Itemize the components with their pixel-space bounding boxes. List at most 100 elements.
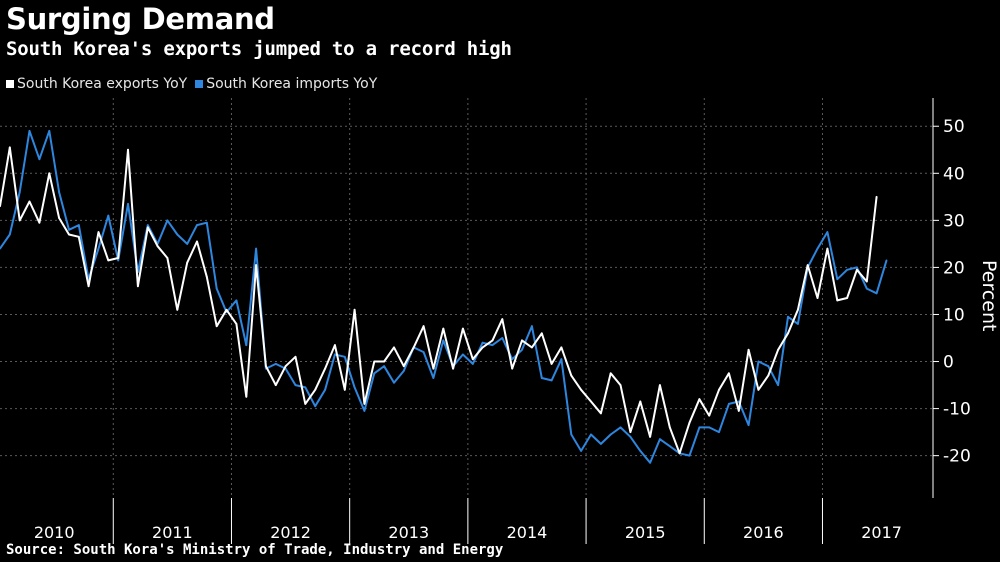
data-point-south-korea-exports-yoy (215, 325, 218, 328)
data-point-south-korea-imports-yoy (590, 433, 592, 436)
data-point-south-korea-exports-yoy (777, 348, 779, 351)
data-point-south-korea-exports-yoy (412, 346, 415, 349)
data-point-south-korea-exports-yoy (235, 323, 238, 325)
data-point-south-korea-imports-yoy (688, 454, 691, 457)
data-point-south-korea-imports-yoy (48, 130, 51, 132)
data-point-south-korea-exports-yoy (245, 395, 248, 398)
x-tick-label: 2017 (861, 523, 902, 542)
chart-title: Surging Demand (6, 2, 275, 36)
data-point-south-korea-imports-yoy (235, 299, 238, 302)
data-point-south-korea-imports-yoy (245, 344, 248, 346)
data-point-south-korea-exports-yoy (668, 426, 671, 429)
data-point-south-korea-exports-yoy (511, 367, 514, 370)
y-tick-label: 20 (943, 258, 965, 278)
data-point-south-korea-imports-yoy (255, 247, 257, 250)
data-point-south-korea-exports-yoy (255, 264, 257, 266)
data-point-south-korea-exports-yoy (550, 363, 553, 365)
data-point-south-korea-imports-yoy (757, 360, 760, 363)
data-point-south-korea-imports-yoy (787, 315, 789, 318)
data-point-south-korea-exports-yoy (688, 421, 691, 424)
data-point-south-korea-imports-yoy (865, 287, 868, 290)
data-point-south-korea-imports-yoy (619, 426, 622, 429)
data-point-south-korea-exports-yoy (294, 355, 297, 358)
data-point-south-korea-exports-yoy (314, 388, 317, 391)
data-point-south-korea-exports-yoy (708, 414, 711, 417)
data-point-south-korea-imports-yoy (747, 424, 750, 426)
data-point-south-korea-imports-yoy (580, 450, 582, 452)
data-point-south-korea-exports-yoy (334, 344, 336, 346)
data-point-south-korea-imports-yoy (639, 450, 642, 452)
data-point-south-korea-imports-yoy (146, 224, 149, 227)
data-point-south-korea-imports-yoy (629, 435, 632, 438)
data-point-south-korea-imports-yoy (343, 355, 346, 358)
data-point-south-korea-imports-yoy (274, 363, 277, 365)
data-point-south-korea-imports-yoy (324, 388, 326, 391)
data-point-south-korea-exports-yoy (501, 318, 504, 321)
data-point-south-korea-imports-yoy (521, 348, 523, 351)
data-point-south-korea-imports-yoy (511, 358, 514, 361)
data-point-south-korea-exports-yoy (186, 261, 189, 264)
data-point-south-korea-exports-yoy (836, 299, 839, 302)
data-point-south-korea-exports-yoy (491, 339, 494, 342)
data-point-south-korea-imports-yoy (481, 341, 484, 344)
y-tick-label: 40 (943, 164, 965, 184)
chart-subtitle: South Korea's exports jumped to a record… (6, 38, 512, 60)
data-point-south-korea-imports-yoy (18, 191, 21, 194)
legend-item-imports: South Korea imports YoY (195, 76, 377, 92)
data-point-south-korea-imports-yoy (570, 433, 573, 436)
data-point-south-korea-exports-yoy (806, 264, 809, 266)
data-point-south-korea-imports-yoy (304, 386, 307, 389)
data-point-south-korea-imports-yoy (698, 426, 701, 429)
data-point-south-korea-imports-yoy (334, 353, 336, 356)
data-point-south-korea-exports-yoy (767, 374, 770, 377)
data-point-south-korea-exports-yoy (127, 148, 129, 151)
data-point-south-korea-imports-yoy (215, 287, 218, 290)
series-line-south-korea-exports-yoy (0, 146, 878, 455)
data-point-south-korea-exports-yoy (649, 435, 651, 438)
data-point-south-korea-exports-yoy (8, 146, 11, 149)
data-point-south-korea-exports-yoy (521, 339, 523, 342)
data-point-south-korea-imports-yoy (422, 351, 425, 353)
data-point-south-korea-exports-yoy (816, 297, 819, 299)
data-point-south-korea-imports-yoy (186, 243, 189, 245)
legend: South Korea exports YoY South Korea impo… (6, 76, 385, 92)
x-tick-label: 2016 (743, 523, 784, 542)
data-point-south-korea-exports-yoy (402, 365, 405, 368)
data-point-south-korea-exports-yoy (393, 346, 395, 349)
data-point-south-korea-imports-yoy (117, 259, 120, 262)
data-point-south-korea-exports-yoy (265, 365, 267, 368)
data-point-south-korea-exports-yoy (117, 257, 120, 259)
y-axis-label: Percent (978, 260, 1000, 332)
data-point-south-korea-exports-yoy (600, 412, 602, 415)
y-tick-label: -10 (943, 400, 971, 420)
data-point-south-korea-exports-yoy (28, 200, 31, 203)
data-point-south-korea-imports-yoy (373, 372, 376, 375)
data-point-south-korea-exports-yoy (462, 327, 464, 330)
source-note: Source: South Kora's Ministry of Trade, … (6, 542, 504, 558)
data-point-south-korea-imports-yoy (885, 259, 888, 262)
grid (0, 98, 933, 498)
data-point-south-korea-imports-yoy (77, 224, 80, 227)
data-point-south-korea-imports-yoy (68, 228, 70, 231)
data-point-south-korea-exports-yoy (97, 231, 100, 234)
x-tick-label: 2012 (270, 523, 311, 542)
data-point-south-korea-exports-yoy (0, 205, 1, 208)
data-point-south-korea-exports-yoy (432, 367, 435, 370)
data-point-south-korea-imports-yoy (383, 365, 385, 368)
data-point-south-korea-imports-yoy (531, 325, 533, 328)
data-point-south-korea-imports-yoy (442, 339, 445, 342)
y-tick-label: 50 (943, 117, 965, 137)
y-tick-label: -20 (943, 447, 971, 467)
data-point-south-korea-exports-yoy (737, 410, 740, 412)
data-point-south-korea-exports-yoy (698, 398, 701, 401)
data-point-south-korea-exports-yoy (639, 400, 642, 403)
data-point-south-korea-imports-yoy (708, 426, 711, 429)
data-point-south-korea-imports-yoy (0, 247, 1, 250)
data-point-south-korea-exports-yoy (442, 327, 445, 330)
data-point-south-korea-exports-yoy (225, 308, 228, 311)
data-point-south-korea-exports-yoy (560, 346, 563, 349)
legend-swatch-imports (195, 80, 204, 88)
data-point-south-korea-exports-yoy (304, 403, 307, 405)
data-point-south-korea-exports-yoy (452, 367, 454, 370)
